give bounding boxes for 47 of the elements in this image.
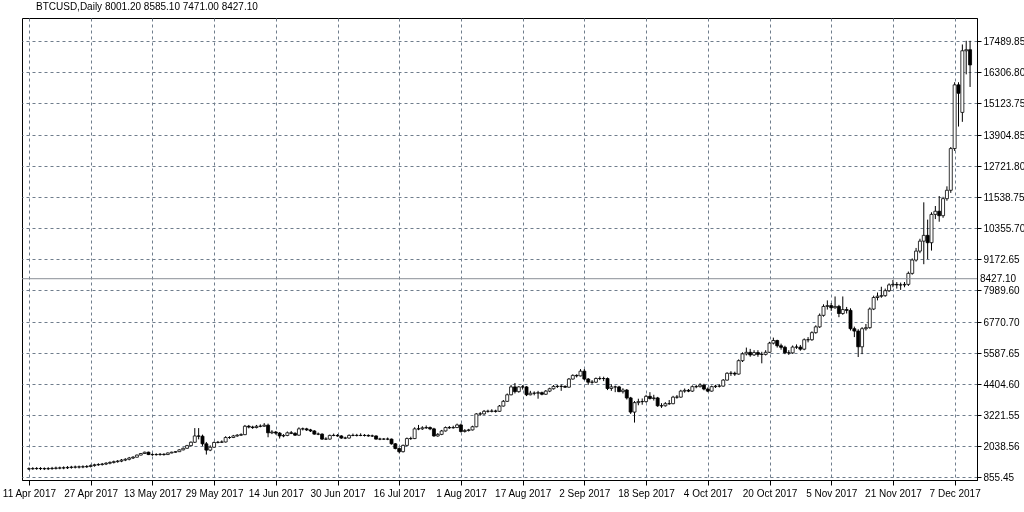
candlestick <box>856 328 861 358</box>
candlestick <box>833 295 837 310</box>
candlestick <box>891 279 895 288</box>
y-tick-label: 6770.70 <box>983 316 1021 328</box>
candlestick <box>779 343 783 351</box>
candlestick <box>968 40 972 88</box>
x-tick-label: 30 Jun 2017 <box>310 487 366 499</box>
y-tick-label: 13904.85 <box>983 129 1024 141</box>
candlestick <box>860 326 864 355</box>
x-tick-label: 4 Oct 2017 <box>683 487 734 499</box>
y-tick-label: 10355.70 <box>983 222 1024 234</box>
y-tick-label: 5587.65 <box>983 347 1021 359</box>
x-tick-label: 1 Aug 2017 <box>436 487 488 499</box>
y-tick-label: 2038.56 <box>983 440 1021 452</box>
candlestick <box>50 466 54 471</box>
x-tick-label: 14 Jun 2017 <box>248 487 305 499</box>
candlestick <box>216 440 220 444</box>
candlestick <box>937 195 942 223</box>
candlestick <box>675 394 679 400</box>
y-tick-label: 9172.65 <box>983 253 1021 265</box>
candlestick <box>648 391 652 400</box>
y-tick-label: 3221.55 <box>983 409 1021 421</box>
x-tick-label: 7 Dec 2017 <box>929 487 982 499</box>
candlestick <box>270 429 274 435</box>
y-tick-label: 7989.60 <box>983 284 1021 296</box>
x-tick-label: 20 Oct 2017 <box>742 487 798 499</box>
x-tick-label: 5 Nov 2017 <box>806 487 858 499</box>
chart-title: BTCUSD,Daily 8001.20 8585.10 7471.00 8427.10 <box>36 1 259 12</box>
y-tick-label: 855.45 <box>983 471 1015 483</box>
x-tick-label: 2 Sep 2017 <box>559 487 611 499</box>
x-tick-label: 11 Apr 2017 <box>2 487 57 499</box>
x-tick-label: 21 Nov 2017 <box>865 487 923 499</box>
x-tick-label: 16 Jul 2017 <box>373 487 426 499</box>
x-tick-label: 27 Apr 2017 <box>64 487 119 499</box>
y-tick-label: 17489.85 <box>983 35 1024 47</box>
x-tick-label: 18 Sep 2017 <box>618 487 676 499</box>
y-tick-label: 11538.75 <box>983 191 1024 203</box>
ref-line-label: 8427.10 <box>980 272 1017 284</box>
y-tick-label: 4404.60 <box>983 378 1021 390</box>
x-tick-label: 13 May 2017 <box>123 487 183 499</box>
y-tick-label: 16306.80 <box>983 66 1024 78</box>
y-tick-label: 12721.80 <box>983 160 1024 172</box>
candlestick <box>536 390 540 400</box>
x-tick-label: 29 May 2017 <box>185 487 244 499</box>
x-tick-label: 17 Aug 2017 <box>495 487 552 499</box>
y-tick-label: 15123.75 <box>983 97 1024 109</box>
candlestick <box>158 452 162 457</box>
